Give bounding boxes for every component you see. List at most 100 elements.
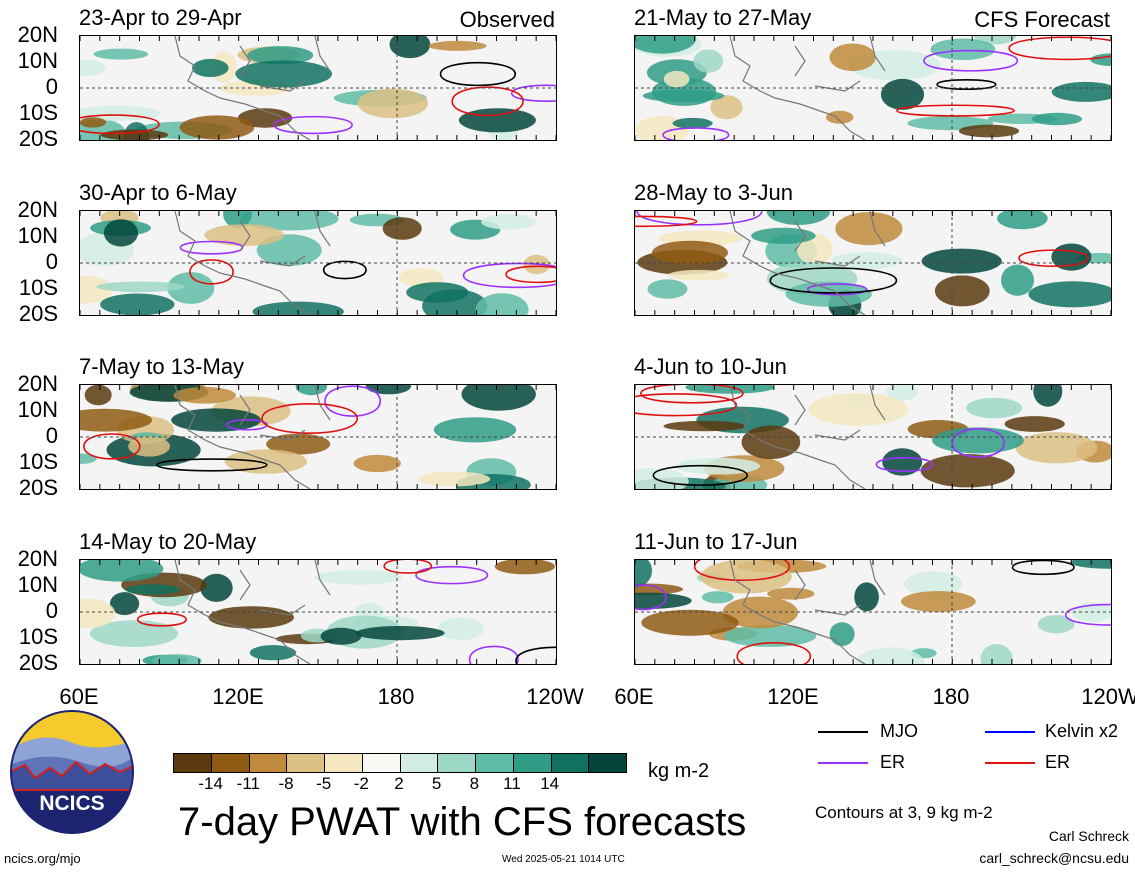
anomaly-blob	[700, 560, 792, 594]
anomaly-blob	[1001, 264, 1034, 296]
colorbar-tick-label: 14	[540, 774, 560, 793]
lon-label: 120E	[212, 684, 264, 709]
lat-label: 0	[45, 598, 58, 623]
anomaly-blob	[295, 385, 327, 396]
lat-label: 10N	[17, 223, 58, 248]
anomaly-blob	[125, 584, 180, 595]
contour-line	[923, 49, 1019, 72]
lat-label: 10S	[18, 275, 58, 300]
anomaly-blob	[204, 224, 284, 246]
anomaly-blob	[240, 211, 339, 231]
anomaly-blob	[80, 59, 106, 76]
anomaly-blob	[353, 454, 401, 473]
anomaly-blob	[355, 626, 445, 641]
anomaly-blob	[224, 449, 307, 474]
contour-line	[273, 115, 353, 135]
lat-label: 10N	[17, 48, 58, 73]
coastline	[729, 385, 886, 489]
anomaly-blob	[89, 620, 179, 647]
anomaly-blob	[152, 654, 202, 664]
anomaly-blob	[635, 560, 652, 588]
anomaly-blob	[635, 468, 689, 489]
anomaly-blob	[461, 385, 536, 411]
anomaly-blob	[635, 583, 683, 595]
anomaly-blob	[320, 627, 362, 645]
contour-line	[635, 393, 738, 417]
map-canvas	[80, 385, 556, 489]
colorbar-unit: kg m-2	[648, 760, 710, 782]
anomaly-blob	[997, 211, 1048, 230]
anomaly-blob	[932, 427, 1024, 454]
pwat-map	[634, 559, 1112, 665]
anomaly-blob	[110, 592, 140, 616]
contour-line	[635, 215, 698, 228]
anomaly-blob	[652, 240, 728, 265]
anomaly-blob	[930, 38, 996, 61]
anomaly-blob	[1031, 112, 1083, 126]
pwat-map	[79, 210, 557, 316]
anomaly-blob	[635, 36, 697, 54]
anomaly-blob	[751, 227, 816, 244]
panel-title: 11-Jun to 17-Jun	[634, 529, 798, 554]
lon-label: 120W	[526, 684, 584, 709]
anomaly-blob	[672, 117, 713, 129]
ncics-logo: NCICS	[10, 710, 134, 834]
contour-line	[736, 642, 812, 664]
anomaly-blob	[237, 108, 293, 128]
lat-label: 20S	[18, 650, 58, 675]
lon-label: 60E	[614, 684, 654, 709]
anomaly-blob	[481, 214, 536, 230]
anomaly-blob	[829, 43, 876, 72]
anomaly-blob	[1015, 432, 1098, 464]
anomaly-blob	[966, 397, 1023, 419]
contour-line	[662, 127, 730, 140]
anomaly-blob	[1037, 615, 1075, 634]
colorbar-swatch	[249, 754, 288, 772]
anomaly-blob	[767, 587, 815, 600]
panel-title: 21-May to 27-May	[634, 5, 812, 30]
anomaly-blob	[921, 248, 1002, 274]
contour-line	[462, 262, 556, 289]
contour-line	[415, 565, 489, 585]
anomaly-blob	[741, 425, 801, 459]
anomaly-blob	[766, 211, 831, 225]
map-canvas	[635, 560, 1111, 664]
anomaly-blob	[1070, 560, 1111, 569]
anomaly-blob	[635, 592, 692, 609]
pwat-map	[634, 35, 1112, 141]
anomaly-blob	[80, 560, 164, 582]
legend-low-label: ER	[880, 752, 906, 772]
anomaly-blob	[663, 70, 690, 88]
contour-line	[324, 385, 382, 417]
contour-line	[136, 612, 187, 627]
colorbar-tick-label: -11	[236, 774, 260, 793]
anomaly-blob	[100, 293, 175, 315]
legend-mjo-swatch	[818, 731, 868, 733]
anomaly-blob	[249, 645, 297, 661]
anomaly-blob	[314, 570, 402, 585]
anomaly-blob	[433, 417, 517, 443]
anomaly-blob	[93, 48, 149, 60]
panel-title: 14-May to 20-May	[79, 529, 257, 554]
anomaly-blob	[179, 115, 255, 140]
logo-text: NCICS	[39, 792, 104, 815]
legend-kelvin-label: Kelvin x2	[1045, 721, 1119, 741]
anomaly-blob	[1033, 385, 1063, 407]
panel-tag: Observed	[459, 7, 555, 32]
contour-line	[951, 428, 1005, 458]
anomaly-blob	[685, 385, 775, 394]
contour-line	[383, 560, 433, 574]
contour-line	[652, 464, 748, 486]
anomaly-blob	[980, 644, 1013, 664]
pwat-map	[79, 35, 557, 141]
anomaly-blob	[247, 46, 314, 65]
panel-title: 4-Jun to 10-Jun	[634, 354, 787, 379]
colorbar-tick-label: -5	[316, 774, 332, 793]
coastline	[729, 211, 886, 315]
map-canvas	[80, 560, 556, 664]
lat-label: 0	[45, 249, 58, 274]
pwat-map	[79, 384, 557, 490]
lat-label: 0	[45, 74, 58, 99]
colorbar-swatch	[551, 754, 590, 772]
anomaly-blob	[723, 625, 817, 647]
